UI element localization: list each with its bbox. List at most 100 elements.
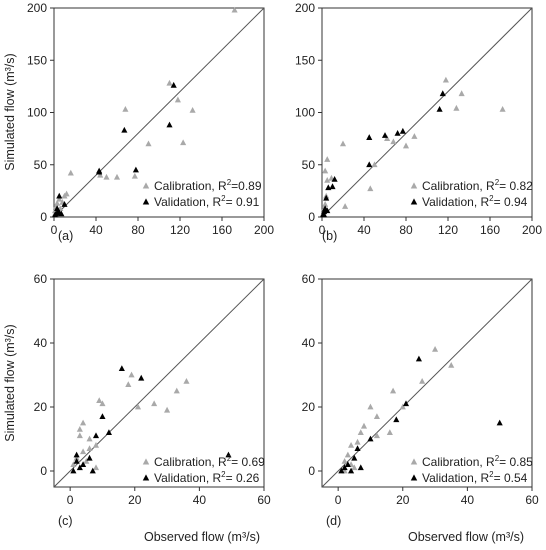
data-point xyxy=(324,177,331,183)
data-point xyxy=(145,140,152,147)
data-point xyxy=(458,90,465,97)
y-tick-label: 50 xyxy=(302,158,316,172)
data-point xyxy=(118,365,125,371)
data-point xyxy=(394,130,401,136)
series-validation-r xyxy=(51,81,177,218)
data-point xyxy=(128,371,135,378)
legend-entry: Calibration, R2=0.89 xyxy=(154,178,262,193)
panel-c: 0 20 40 60 0 20 40 60 Calibration, R2= 0.69Valid… xyxy=(3,272,271,544)
data-point xyxy=(366,161,373,168)
data-point xyxy=(357,464,364,471)
y-axis-title: Simulated flow (m³/s) xyxy=(3,53,17,170)
data-point xyxy=(73,454,80,461)
data-point xyxy=(419,378,426,384)
y-tick-label: 20 xyxy=(34,400,48,414)
legend-entry: Validation, R2= 0.26 xyxy=(154,470,260,485)
data-point xyxy=(344,461,351,467)
data-point xyxy=(89,467,96,474)
y-tick-label: 60 xyxy=(34,272,48,286)
x-tick-label: 40 xyxy=(89,223,103,237)
y-tick-label: 0 xyxy=(308,464,315,478)
data-point xyxy=(58,210,65,217)
data-point xyxy=(164,406,171,413)
data-point xyxy=(83,458,90,464)
legend-entry: Validation, R2= 0.94 xyxy=(422,194,528,209)
data-point xyxy=(131,172,138,179)
panel-label: (c) xyxy=(58,514,73,528)
plot-frame xyxy=(321,278,533,488)
legend-entry: Calibration, R2= 0.85 xyxy=(422,454,533,469)
data-point xyxy=(354,445,361,451)
data-point xyxy=(496,419,503,426)
data-point xyxy=(121,126,128,133)
data-point xyxy=(99,400,106,407)
data-point xyxy=(86,445,93,451)
legend-marker xyxy=(142,474,150,481)
data-point xyxy=(367,185,374,192)
x-tick-label: 60 xyxy=(525,493,539,507)
data-point xyxy=(73,458,80,464)
data-point xyxy=(329,183,336,190)
data-point xyxy=(96,397,103,403)
data-point xyxy=(338,467,345,474)
data-point xyxy=(341,464,348,471)
plot-frame xyxy=(53,278,265,488)
one-to-one-line xyxy=(321,7,533,218)
data-point xyxy=(76,464,83,471)
data-point xyxy=(344,451,351,458)
data-point xyxy=(439,90,446,97)
data-point xyxy=(384,135,391,142)
legend-entry: Validation, R2= 0.91 xyxy=(154,194,260,209)
panel-d: 0 20 40 60 0 20 40 60 Calibration, R2= 0.85Valid… xyxy=(302,272,539,544)
data-point xyxy=(166,121,173,128)
data-point xyxy=(189,107,196,113)
data-point xyxy=(134,403,142,410)
y-tick-label: 100 xyxy=(295,106,315,120)
y-tick-label: 0 xyxy=(40,210,47,224)
panel-label: (b) xyxy=(322,229,337,243)
data-point xyxy=(61,201,68,207)
data-point xyxy=(174,96,181,103)
data-point xyxy=(180,139,187,146)
data-point xyxy=(373,432,380,439)
x-tick-label: 40 xyxy=(357,223,371,237)
data-point xyxy=(351,464,358,471)
data-point xyxy=(399,127,406,134)
x-tick-label: 0 xyxy=(67,493,74,507)
x-tick-label: 80 xyxy=(399,223,413,237)
legend-entry: Validation, R2= 0.54 xyxy=(422,470,528,485)
y-tick-label: 150 xyxy=(27,53,47,67)
x-tick-label: 0 xyxy=(335,493,342,507)
panel-label: (d) xyxy=(326,514,341,528)
data-point xyxy=(415,355,422,362)
y-axis-title: Simulated flow (m³/s) xyxy=(3,324,17,441)
data-point xyxy=(97,171,104,178)
y-tick-label: 0 xyxy=(40,464,47,478)
data-point xyxy=(166,79,173,86)
y-tick-label: 40 xyxy=(34,336,48,350)
legend-marker xyxy=(410,198,418,205)
series-validation-r xyxy=(70,365,232,474)
data-point xyxy=(348,442,355,448)
legend-marker xyxy=(410,474,418,481)
data-point xyxy=(132,166,139,173)
data-point xyxy=(54,200,61,206)
data-point xyxy=(70,467,77,474)
data-point xyxy=(351,454,358,461)
data-point xyxy=(381,132,389,138)
y-tick-label: 60 xyxy=(302,272,316,286)
data-point xyxy=(371,161,378,168)
legend-marker xyxy=(410,458,418,465)
data-point xyxy=(360,422,368,429)
data-point xyxy=(324,156,331,162)
x-tick-label: 20 xyxy=(128,493,142,507)
data-point xyxy=(122,105,129,112)
data-point xyxy=(183,378,190,384)
data-point xyxy=(103,173,110,180)
y-tick-label: 200 xyxy=(295,1,315,15)
data-point xyxy=(390,387,397,394)
data-point xyxy=(70,461,77,467)
data-point xyxy=(56,195,63,202)
data-point xyxy=(170,81,177,88)
